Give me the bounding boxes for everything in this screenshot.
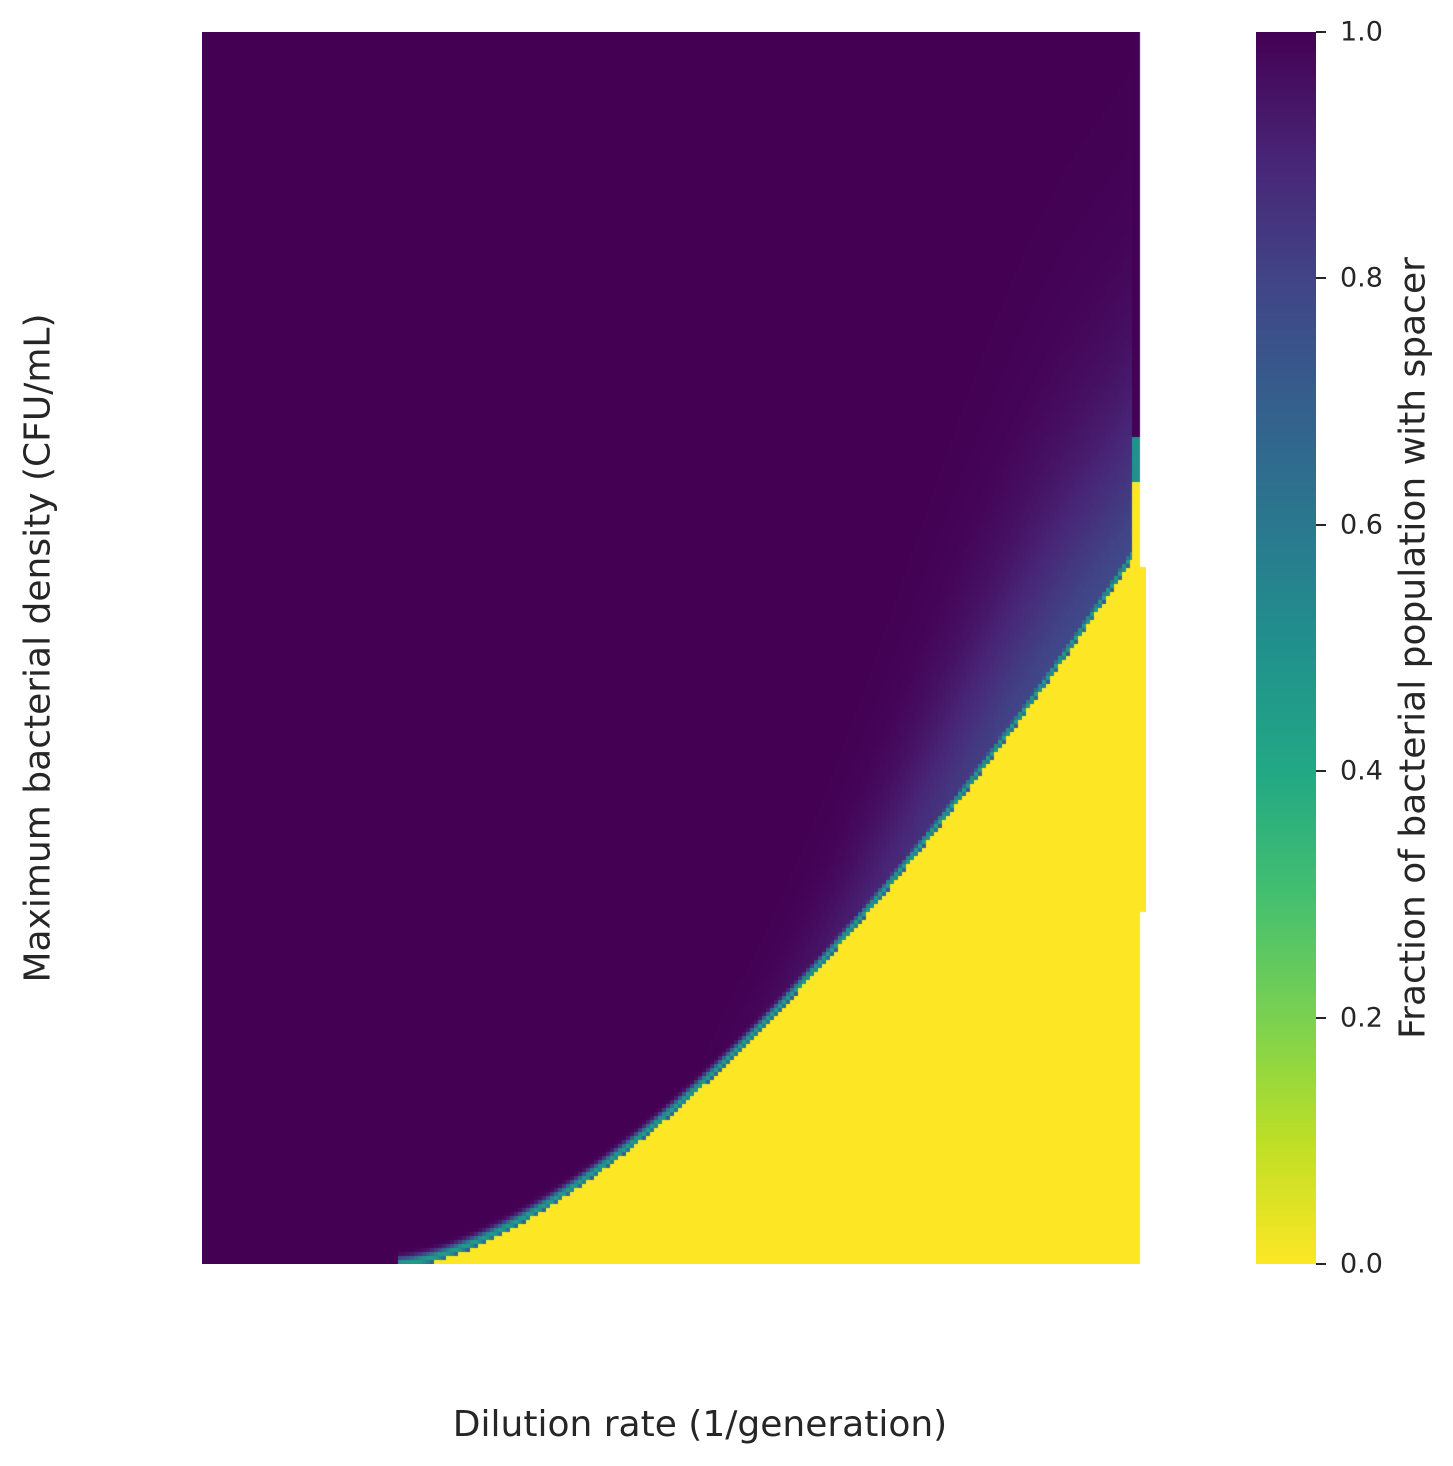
- colorbar-tick: [1316, 277, 1326, 280]
- colorbar-tick-label: 0.0: [1340, 1248, 1383, 1280]
- heatmap-cells: [202, 32, 1146, 1264]
- y-axis-label: Maximum bacterial density (CFU/mL): [17, 313, 59, 983]
- colorbar-tick-label: 0.6: [1340, 509, 1383, 541]
- colorbar-tick-label: 0.8: [1340, 262, 1383, 294]
- colorbar-tick: [1316, 1263, 1326, 1265]
- colorbar-tick-label: 0.4: [1340, 755, 1383, 787]
- colorbar-tick: [1316, 523, 1326, 526]
- colorbar-tick-label: 0.2: [1340, 1002, 1383, 1034]
- colorbar: [1256, 32, 1316, 1264]
- colorbar-tick-label: 1.0: [1340, 16, 1383, 48]
- colorbar-tick: [1316, 1016, 1326, 1019]
- colorbar-label: Fraction of bacterial population with sp…: [1392, 257, 1434, 1039]
- x-axis-label: Dilution rate (1/generation): [452, 1404, 948, 1445]
- colorbar-tick: [1316, 770, 1326, 773]
- colorbar-tick: [1316, 31, 1326, 33]
